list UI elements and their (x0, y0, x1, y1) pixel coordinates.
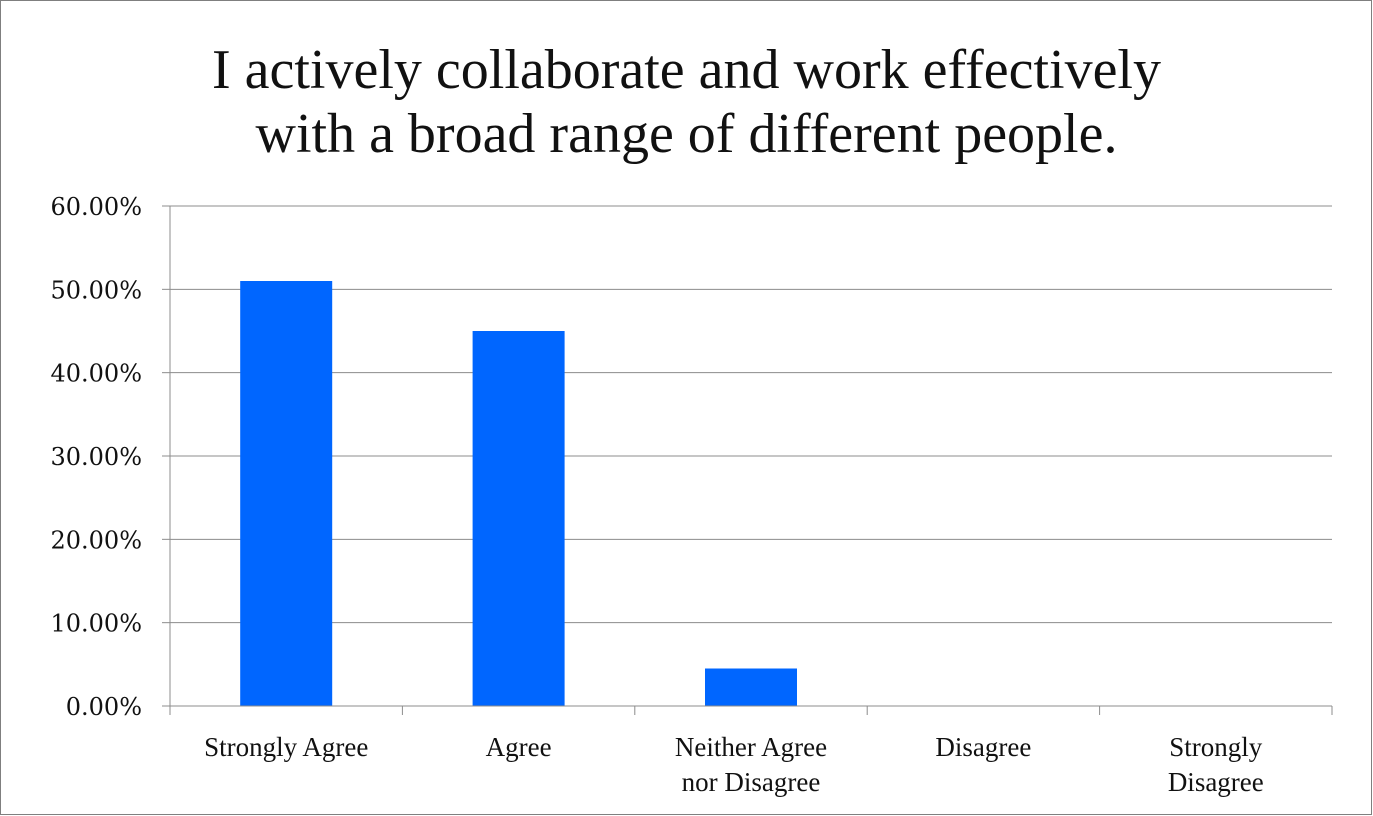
x-tick-label-line: nor Disagree (682, 767, 821, 797)
gridlines (170, 205, 1332, 624)
bar (705, 668, 797, 706)
y-tick-labels: 0.00% 10.00% 20.00% 30.00% 40.00% 50.00% 60.00… (50, 193, 142, 721)
axes (162, 205, 1333, 715)
x-tick-label-line: Agree (486, 732, 552, 762)
x-tick-label-line: Neither Agree (675, 732, 827, 762)
bar (472, 331, 565, 706)
x-tick-label-line: Disagree (935, 732, 1031, 762)
y-tick-label: 20.00% (50, 526, 142, 554)
y-tick-label: 0.00% (66, 693, 142, 721)
y-tick-label: 40.00% (50, 360, 142, 388)
y-tick-label: 30.00% (50, 443, 142, 471)
x-tick-label-line: Strongly (1169, 732, 1263, 762)
x-tick-label-line: Strongly Agree (204, 732, 368, 762)
y-tick-label: 60.00% (50, 193, 142, 221)
chart-title: I actively collaborate and work effectiv… (0, 38, 1373, 166)
y-tick-label: 10.00% (50, 610, 142, 638)
x-tick-label: Strongly Agree (204, 732, 368, 762)
x-tick-label: Strongly Disagree (1168, 732, 1264, 797)
chart-title-line-2: with a broad range of different people. (255, 103, 1118, 165)
chart-title-line-1: I actively collaborate and work effectiv… (212, 39, 1161, 101)
bar (240, 281, 333, 706)
x-tick-labels: Strongly Agree Agree Neither Agree nor Disa… (204, 732, 1264, 797)
y-tick-label: 50.00% (50, 276, 142, 304)
x-tick-label: Disagree (935, 732, 1031, 762)
x-tick-label: Neither Agree nor Disagree (675, 732, 827, 797)
bars (240, 281, 797, 706)
x-tick-label: Agree (486, 732, 552, 762)
x-tick-label-line: Disagree (1168, 767, 1264, 797)
